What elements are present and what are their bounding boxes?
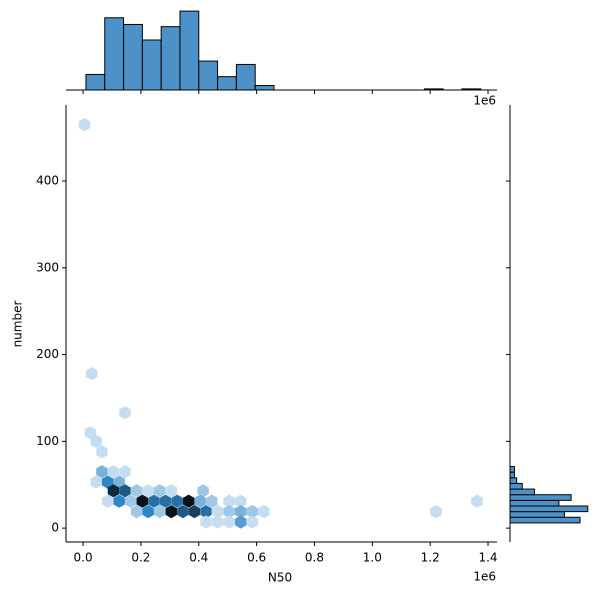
right-hist-bar [509, 477, 518, 484]
x-tick-label: 1.4 [478, 551, 497, 565]
hexbin [130, 484, 143, 498]
y-tick-label: 400 [36, 174, 59, 188]
right-hist-bar [509, 482, 523, 490]
hexbin [223, 505, 235, 519]
hexbin [96, 465, 108, 479]
hexbin [159, 494, 172, 508]
y-tick-label: 100 [36, 434, 59, 448]
top-hist-bar [85, 73, 106, 91]
hexbin [113, 494, 125, 508]
y-tick-label: 300 [36, 260, 59, 274]
x-tick-label: 0.6 [247, 551, 266, 565]
hexbin [130, 505, 143, 519]
top-hist-bar [461, 88, 482, 91]
hexbin [107, 484, 120, 498]
top-hist-bar [141, 39, 162, 91]
hexbin [78, 118, 91, 132]
hexbin [142, 484, 154, 498]
hexbin [182, 494, 195, 508]
hexbin [107, 465, 120, 479]
top-hist-bar [235, 63, 256, 91]
top-offset-label: 1e6 [473, 94, 496, 108]
top-hist-bar [423, 88, 444, 91]
x-tick-label: 1.0 [363, 551, 382, 565]
hexbin [113, 475, 125, 489]
hexbin [119, 465, 131, 479]
hexbin [235, 494, 247, 508]
hexbin [125, 494, 137, 508]
top-hist-bar [160, 26, 181, 91]
hexbin [194, 494, 206, 508]
hexbin [86, 367, 98, 381]
hexbin [471, 494, 483, 508]
hexbin [206, 494, 218, 508]
x-tick-label: 0.4 [189, 551, 208, 565]
hexbin [223, 494, 235, 508]
hexbin [235, 505, 247, 519]
top-hist-bar [254, 85, 275, 91]
x-tick-label: 0.2 [131, 551, 150, 565]
hexbin [165, 505, 177, 519]
right-hist-bar [509, 471, 515, 479]
hexbin [90, 434, 102, 448]
right-hist-bar [509, 499, 560, 507]
top-hist-bar [123, 23, 143, 91]
right-hist-bar [509, 505, 589, 513]
hexbin [235, 515, 247, 529]
right-hist-bar [509, 516, 581, 524]
right-hist-bar [509, 511, 565, 518]
hexbin [154, 505, 166, 519]
hexbin [142, 505, 154, 519]
x-axis-label: N50 [268, 571, 292, 585]
hexbin [136, 494, 149, 508]
y-axis-label: number [11, 301, 25, 348]
hexbin [200, 515, 212, 529]
hexbin [211, 515, 224, 529]
hexbin [119, 484, 131, 498]
hexbin [119, 406, 131, 420]
x-tick-label: 1.2 [421, 551, 440, 565]
hexbin [101, 475, 114, 489]
top-hist-bar [217, 76, 237, 91]
hexbin [223, 515, 235, 529]
right-hist-bar [509, 466, 515, 473]
hexbin [246, 505, 258, 519]
hexbin [200, 505, 212, 519]
hexbin [258, 505, 270, 519]
right-hist-bar [509, 494, 572, 501]
x-tick-label: 0.8 [305, 551, 324, 565]
hexbin [84, 426, 96, 440]
right-hist-bar [509, 488, 535, 496]
x-offset-label: 1e6 [473, 570, 496, 584]
hexbin [177, 505, 189, 519]
hexbin [188, 505, 201, 519]
hexbin [197, 484, 209, 498]
hexbin [171, 494, 183, 508]
y-tick-label: 200 [36, 347, 59, 361]
top-hist-bar [179, 10, 200, 91]
hexbin [430, 505, 442, 519]
top-hist-bar [198, 60, 219, 91]
hexbin [246, 515, 258, 529]
x-tick-label: 0.0 [74, 551, 93, 565]
hexbin [154, 484, 166, 498]
hexbin [148, 494, 160, 508]
hexbin [165, 484, 177, 498]
top-hist-bar [104, 17, 125, 91]
y-tick-label: 0 [51, 521, 59, 535]
hexbin [96, 445, 108, 459]
hexbin [90, 475, 102, 489]
hexbin [211, 505, 224, 519]
hexbin [101, 494, 114, 508]
